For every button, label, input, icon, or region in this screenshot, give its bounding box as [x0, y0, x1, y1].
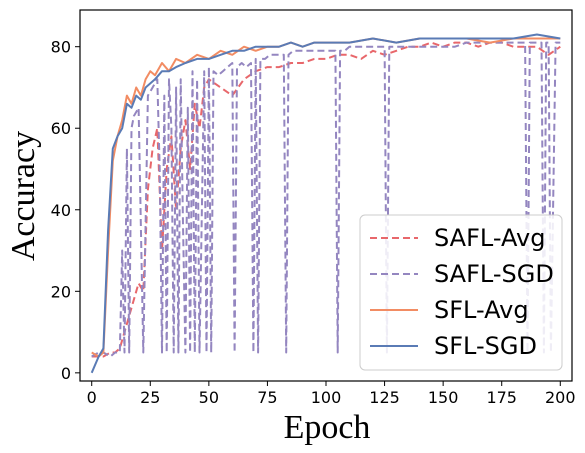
- x-tick-label-8: 200: [545, 388, 576, 407]
- x-tick-label-4: 100: [311, 388, 342, 407]
- x-tick-label-6: 150: [428, 388, 459, 407]
- x-tick-label-0: 0: [87, 388, 97, 407]
- y-tick-label-0: 0: [61, 364, 71, 383]
- legend-label-2: SFL-Avg: [434, 296, 529, 324]
- x-axis-label: Epoch: [284, 409, 371, 446]
- x-tick-label-7: 175: [486, 388, 517, 407]
- series-line-3: [90, 33, 561, 374]
- legend: SAFL-Avg SAFL-SGD SFL-Avg SFL-SGD: [359, 214, 563, 371]
- series-line-0: [91, 41, 561, 358]
- legend-label-3: SFL-SGD: [434, 332, 537, 360]
- y-tick-label-4: 80: [51, 38, 71, 57]
- series-layer: [90, 33, 561, 374]
- legend-label-0: SAFL-Avg: [434, 224, 545, 252]
- y-tick-label-3: 60: [51, 119, 71, 138]
- y-axis-label: Accuracy: [5, 131, 42, 261]
- y-tick-label-2: 40: [51, 201, 71, 220]
- axes-layer: 0 25 50 75 100 125 150 175 200 0 20 40 60 80: [51, 9, 576, 407]
- x-tick-label-3: 75: [257, 388, 277, 407]
- y-tick-label-1: 20: [51, 282, 71, 301]
- x-tick-label-2: 50: [199, 388, 219, 407]
- legend-label-1: SAFL-SGD: [434, 260, 554, 288]
- x-tick-label-5: 125: [369, 388, 400, 407]
- x-tick-label-1: 25: [140, 388, 160, 407]
- legend-box: [359, 214, 563, 371]
